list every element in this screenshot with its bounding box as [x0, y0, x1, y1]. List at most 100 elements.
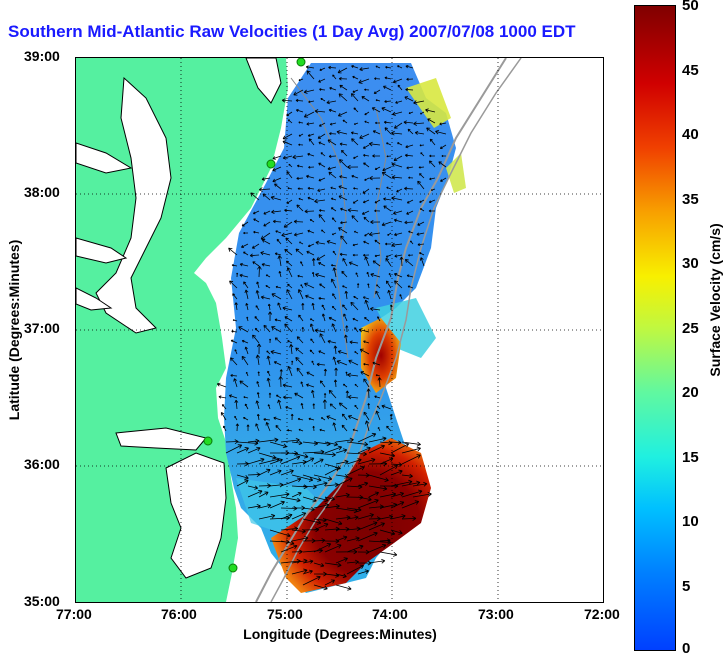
current-vector-arrow: [319, 428, 326, 432]
current-vector-arrow: [331, 305, 337, 311]
current-vector-arrow: [284, 316, 293, 322]
current-vector-arrow: [371, 107, 381, 113]
current-vector-arrow: [315, 240, 326, 245]
current-vector-arrow: [291, 568, 308, 575]
current-vector-arrow: [393, 155, 403, 162]
current-vector-arrow: [374, 77, 381, 80]
current-vector-arrow: [312, 425, 315, 432]
current-vector-arrow: [337, 111, 348, 117]
current-vector-arrow: [300, 381, 304, 388]
current-vector-arrow: [368, 474, 389, 482]
current-vector-arrow: [300, 402, 304, 410]
current-vector-arrow: [408, 176, 414, 179]
colorbar-tick: 5: [682, 578, 691, 595]
current-vector-arrow: [247, 438, 260, 444]
current-vector-arrow: [295, 108, 304, 113]
current-vector-arrow: [335, 459, 349, 465]
current-vector-arrow: [390, 479, 413, 487]
current-vector-arrow: [346, 536, 360, 542]
current-vector-arrow: [251, 243, 260, 249]
current-vector-arrow: [379, 440, 393, 446]
current-vector-arrow: [353, 107, 359, 113]
current-vector-arrow: [255, 354, 261, 366]
current-vector-arrow: [363, 340, 370, 344]
current-vector-arrow: [318, 350, 326, 355]
current-vector-arrow: [328, 108, 337, 113]
current-vector-arrow: [363, 362, 370, 366]
current-vector-arrow: [339, 252, 348, 256]
current-vector-arrow: [308, 100, 315, 104]
current-vector-arrow: [282, 383, 293, 388]
current-vector-arrow: [331, 217, 337, 223]
current-vector-arrow: [274, 337, 282, 344]
current-vector-arrow: [324, 562, 342, 568]
current-vector-arrow: [352, 253, 359, 257]
current-vector-arrow: [375, 187, 381, 190]
current-vector-arrow: [253, 218, 260, 223]
current-vector-arrow: [256, 392, 260, 399]
current-vector-arrow: [228, 394, 238, 399]
colorbar-tick: 30: [682, 255, 699, 272]
albemarle-sound: [115, 427, 207, 451]
current-vector-arrow: [229, 280, 238, 289]
current-vector-arrow: [372, 361, 381, 366]
current-vector-arrow: [307, 196, 315, 201]
current-vector-arrow: [330, 264, 337, 267]
current-vector-arrow: [271, 209, 282, 214]
colorbar: [634, 5, 676, 651]
current-vector-arrow: [266, 355, 271, 366]
bathymetry-contour-4: [373, 107, 387, 299]
current-vector-arrow: [370, 220, 381, 225]
current-vector-arrow: [324, 496, 336, 501]
y-tick-label: 37:00: [24, 320, 60, 336]
current-vector-arrow: [327, 166, 337, 171]
current-vector-arrow: [313, 523, 329, 531]
colorbar-tick: 50: [682, 0, 699, 14]
current-vector-arrow: [298, 121, 304, 124]
current-vector-arrow: [391, 242, 403, 248]
current-vector-arrow: [361, 96, 370, 102]
current-vector-arrow: [346, 441, 369, 447]
current-vector-arrow: [345, 325, 349, 333]
current-vector-arrow: [222, 425, 227, 432]
current-vector-arrow: [384, 127, 392, 135]
current-vector-arrow: [441, 154, 447, 158]
current-vector-arrow: [410, 240, 414, 245]
current-vector-arrow: [364, 299, 370, 311]
current-vector-arrow: [299, 241, 304, 245]
current-vector-arrow: [311, 389, 315, 399]
current-vector-arrow: [366, 388, 371, 399]
x-axis-label: Longitude (Degrees:Minutes): [243, 626, 437, 642]
chesapeake-bay: [95, 76, 172, 334]
current-vector-arrow: [246, 424, 250, 432]
current-vector-arrow: [313, 452, 336, 458]
current-vector-arrow: [276, 238, 282, 245]
current-vector-arrow: [287, 340, 293, 344]
current-vector-arrow: [253, 230, 260, 234]
current-vector-arrow: [319, 283, 326, 289]
current-vector-arrow: [313, 538, 326, 543]
current-vector-arrow: [357, 521, 378, 531]
colorbar-tick: 25: [682, 320, 699, 337]
delaware-bay: [245, 58, 282, 104]
current-vector-arrow: [272, 155, 282, 160]
current-vector-arrow: [311, 302, 315, 311]
current-vector-arrow: [308, 138, 315, 146]
current-vector-arrow: [231, 330, 238, 333]
current-vector-arrow: [335, 474, 349, 479]
current-vector-arrow: [363, 216, 370, 223]
current-vector-arrow: [389, 414, 393, 421]
current-vector-arrow: [413, 100, 425, 105]
map-plot-area[interactable]: [75, 57, 604, 603]
current-vector-arrow: [319, 333, 326, 344]
current-vector-arrow: [336, 130, 348, 135]
current-vector-arrow: [287, 119, 293, 124]
current-vector-arrow: [258, 187, 271, 192]
current-vector-arrow: [390, 443, 410, 454]
current-vector-arrow: [353, 155, 359, 159]
current-vector-arrow: [335, 477, 353, 487]
current-vector-arrow: [377, 316, 381, 322]
current-vector-arrow: [291, 474, 314, 482]
current-vector-arrow: [244, 289, 249, 300]
velocity-patch-yellow-2: [446, 153, 466, 193]
